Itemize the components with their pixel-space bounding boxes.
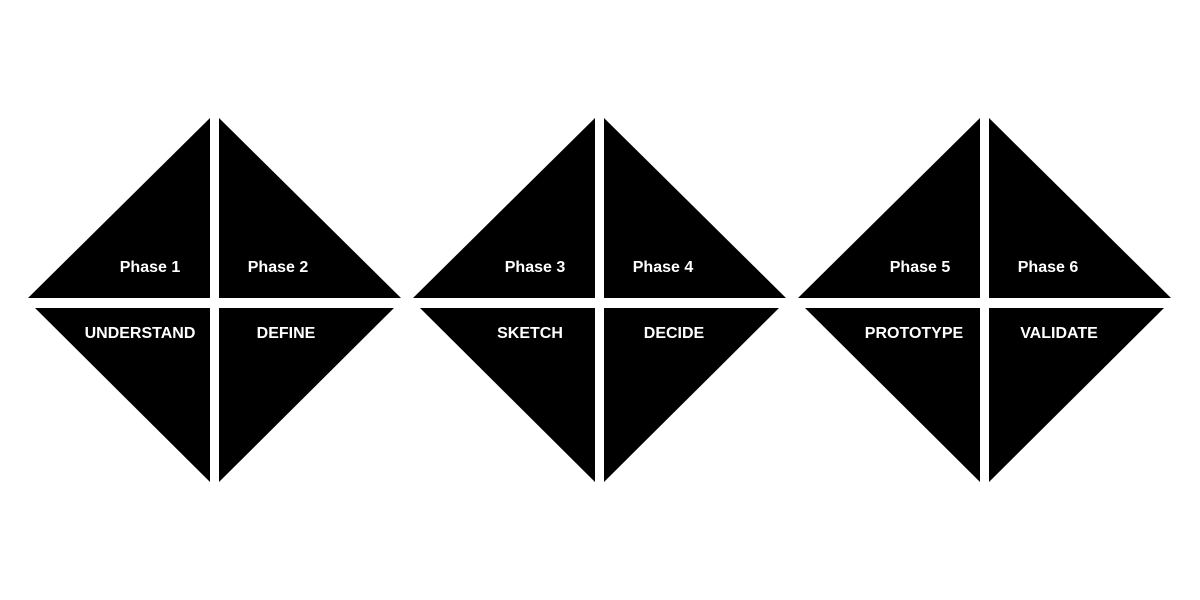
stage-label-define: DEFINE — [257, 325, 316, 342]
diamond-3-top-right-triangle — [989, 118, 1171, 298]
phase-label-2: Phase 2 — [248, 259, 309, 276]
diamond-3-bottom-right-triangle — [989, 308, 1164, 482]
diamond-3-top-left-triangle — [798, 118, 980, 298]
stage-label-decide: DECIDE — [644, 325, 705, 342]
diamond-2-top-left-triangle — [413, 118, 595, 298]
diamond-1: Phase 1 Phase 2 UNDERSTAND DEFINE — [28, 118, 401, 482]
diamond-3: Phase 5 Phase 6 PROTOTYPE VALIDATE — [798, 118, 1171, 482]
diamond-1-bottom-right-triangle — [219, 308, 394, 482]
diamond-2: Phase 3 Phase 4 SKETCH DECIDE — [413, 118, 786, 482]
phase-label-5: Phase 5 — [890, 259, 951, 276]
diamond-1-top-left-triangle — [28, 118, 210, 298]
phase-label-6: Phase 6 — [1018, 259, 1079, 276]
phase-label-4: Phase 4 — [633, 259, 694, 276]
phase-label-1: Phase 1 — [120, 259, 181, 276]
diamond-1-bottom-left-triangle — [35, 308, 210, 482]
diamond-2-bottom-left-triangle — [420, 308, 595, 482]
stage-label-validate: VALIDATE — [1020, 325, 1098, 342]
diamond-1-top-right-triangle — [219, 118, 401, 298]
stage-label-understand: UNDERSTAND — [85, 325, 196, 342]
phase-label-3: Phase 3 — [505, 259, 566, 276]
diamond-3-bottom-left-triangle — [805, 308, 980, 482]
stage-label-prototype: PROTOTYPE — [865, 325, 964, 342]
stage-label-sketch: SKETCH — [497, 325, 563, 342]
diamond-2-bottom-right-triangle — [604, 308, 779, 482]
diamond-2-top-right-triangle — [604, 118, 786, 298]
